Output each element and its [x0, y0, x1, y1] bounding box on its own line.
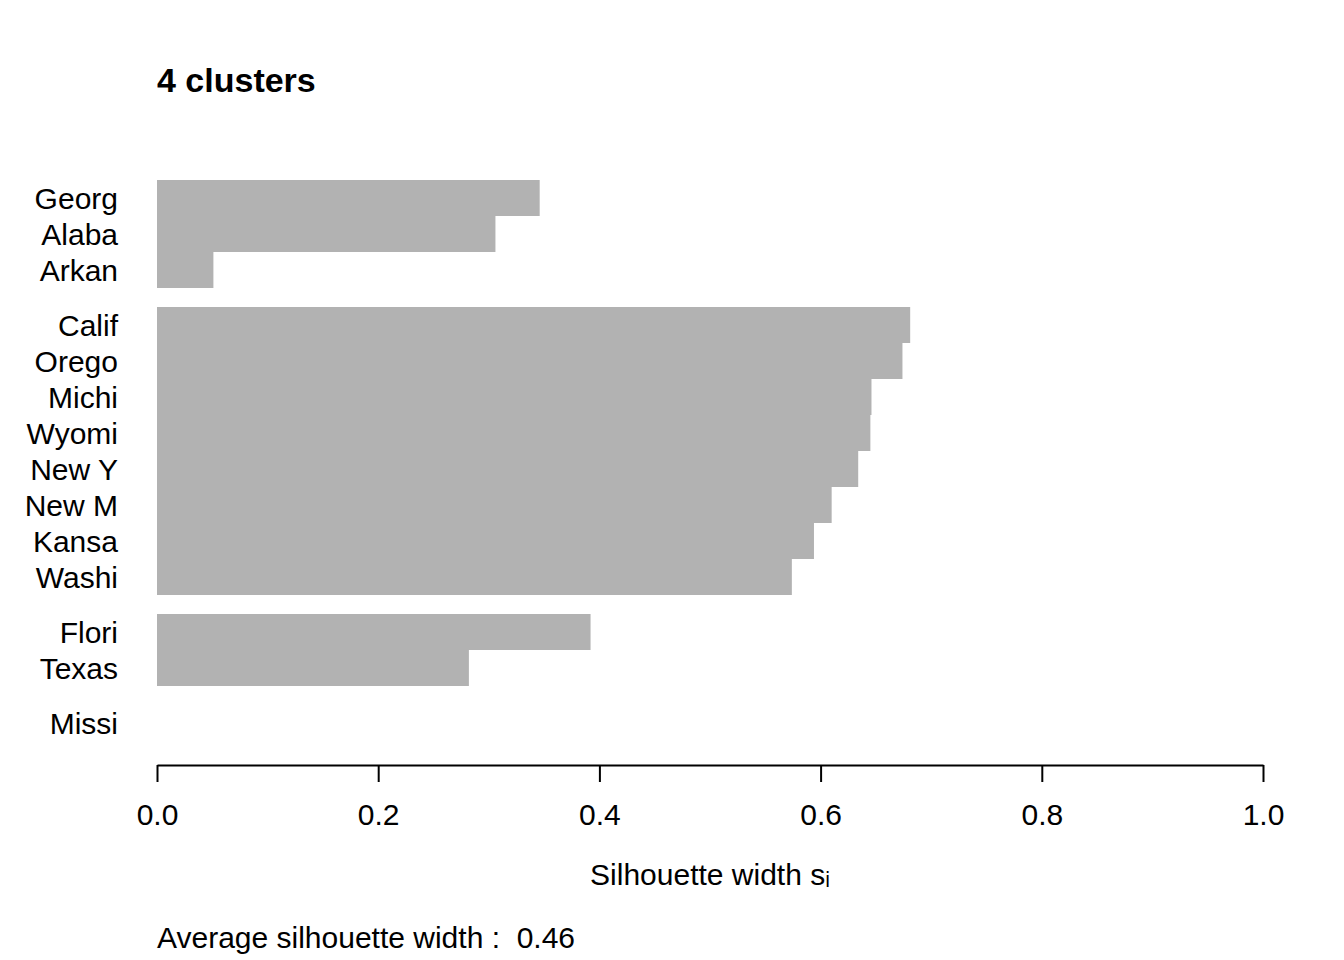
category-labels: GeorgAlabaArkan CalifOregoMichiWyomiNew Y…	[25, 182, 119, 740]
category-label: New Y	[30, 453, 118, 486]
category-label: Missi	[50, 707, 118, 740]
bar	[157, 216, 495, 252]
tick-label: 0.4	[579, 798, 621, 831]
category-label: Orego	[35, 345, 118, 378]
tick-mark	[599, 765, 601, 782]
tick-label: 1.0	[1243, 798, 1285, 831]
category-label: Washi	[36, 561, 118, 594]
x-axis-title: Silhouette width sᵢ	[590, 858, 830, 891]
category-label: Alaba	[41, 218, 118, 251]
bars	[157, 180, 910, 686]
category-label: Kansa	[33, 525, 118, 558]
category-label: Georg	[35, 182, 118, 215]
bar	[157, 252, 213, 288]
tick-label: 0.2	[358, 798, 400, 831]
tick: 0.8	[1021, 765, 1063, 831]
category-label: Calif	[58, 309, 119, 342]
category-label: Flori	[60, 616, 118, 649]
category-label: Wyomi	[27, 417, 118, 450]
bar	[157, 180, 540, 216]
tick-mark	[1041, 765, 1043, 782]
tick-label: 0.0	[137, 798, 179, 831]
bar	[157, 705, 158, 741]
category-label: Arkan	[40, 254, 118, 287]
axis-line	[158, 765, 1264, 767]
tick: 0.6	[800, 765, 842, 831]
tick-mark	[157, 765, 159, 782]
note: Average silhouette width : 0.46	[157, 921, 575, 954]
tick: 0.0	[137, 765, 179, 831]
chart: 4 clusters GeorgAlabaArkan CalifOregoMichi…	[0, 0, 1344, 960]
title: 4 clusters	[157, 61, 316, 99]
category-label: New M	[25, 489, 118, 522]
bar	[157, 415, 870, 451]
bar	[157, 523, 814, 559]
bar	[157, 379, 871, 415]
tick-mark	[1263, 765, 1265, 782]
bar	[157, 650, 469, 686]
bar	[157, 451, 858, 487]
tick-mark	[820, 765, 822, 782]
bar	[157, 487, 832, 523]
bar	[157, 559, 792, 595]
x-axis: 0.0 0.2 0.4 0.6 0.8 1.0	[137, 765, 1285, 831]
tick: 0.2	[358, 765, 400, 831]
bar	[157, 614, 591, 650]
tick-mark	[378, 765, 380, 782]
category-label: Michi	[48, 381, 118, 414]
category-label: Texas	[40, 652, 118, 685]
bar	[157, 343, 902, 379]
bar	[157, 307, 910, 343]
tick: 0.4	[579, 765, 621, 831]
tick-label: 0.6	[800, 798, 842, 831]
tick: 1.0	[1243, 765, 1285, 831]
tick-label: 0.8	[1021, 798, 1063, 831]
